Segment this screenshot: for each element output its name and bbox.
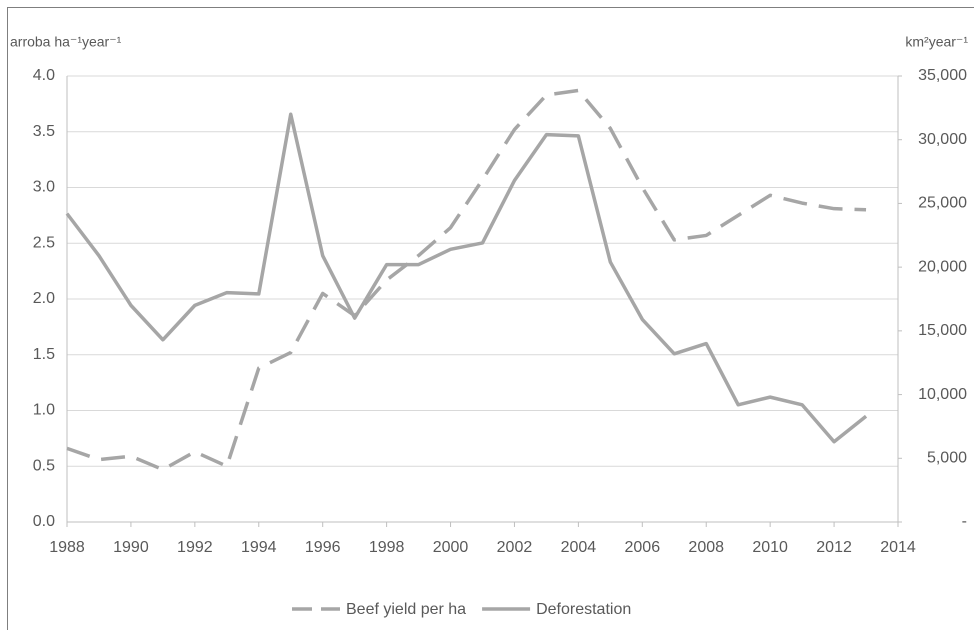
- x-tick-label: 2004: [561, 539, 597, 556]
- y2-tick-label: 20,000: [918, 258, 967, 275]
- x-tick-label: 2000: [433, 539, 469, 556]
- legend-label: Deforestation: [536, 601, 631, 618]
- legend-label: Beef yield per ha: [346, 601, 466, 618]
- x-tick-label: 2008: [688, 539, 724, 556]
- x-tick-label: 2002: [497, 539, 533, 556]
- y2-tick-label: 10,000: [918, 386, 967, 403]
- y-tick-label: 4.0: [33, 67, 55, 84]
- x-tick-label: 1992: [177, 539, 213, 556]
- x-tick-label: 1998: [369, 539, 405, 556]
- y-tick-label: 0.5: [33, 457, 55, 474]
- y-tick-label: 2.5: [33, 234, 55, 251]
- y-tick-label: 0.0: [33, 513, 55, 530]
- x-tick-label: 1996: [305, 539, 341, 556]
- y2-tick-label: 5,000: [927, 450, 967, 467]
- x-tick-label: 1994: [241, 539, 277, 556]
- y2-tick-label: 15,000: [918, 322, 967, 339]
- y-axis-label: arroba ha⁻¹year⁻¹: [10, 34, 122, 50]
- x-tick-label: 2014: [880, 539, 916, 556]
- frame: [8, 8, 974, 631]
- y-tick-label: 1.5: [33, 346, 55, 363]
- x-tick-label: 1990: [113, 539, 149, 556]
- x-tick-label: 2006: [625, 539, 661, 556]
- y2-axis-label: km²year⁻¹: [905, 34, 968, 50]
- y-tick-label: 2.0: [33, 290, 55, 307]
- y-tick-label: 1.0: [33, 402, 55, 419]
- y2-tick-label: 25,000: [918, 195, 967, 212]
- y2-tick-label: -: [962, 513, 967, 530]
- y-tick-label: 3.5: [33, 123, 55, 140]
- y2-tick-label: 30,000: [918, 131, 967, 148]
- series-line: [67, 90, 866, 469]
- y2-tick-label: 35,000: [918, 67, 967, 84]
- y-tick-label: 3.0: [33, 179, 55, 196]
- series-line: [67, 114, 866, 441]
- x-tick-label: 2012: [816, 539, 852, 556]
- x-tick-label: 1988: [49, 539, 85, 556]
- x-tick-label: 2010: [752, 539, 788, 556]
